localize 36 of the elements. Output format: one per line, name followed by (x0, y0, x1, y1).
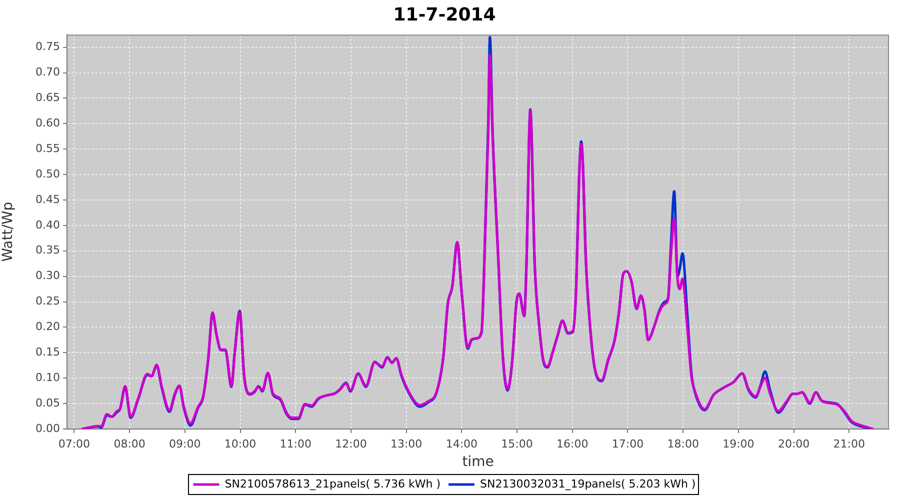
y-tick-label: 0.30 (36, 269, 60, 282)
y-axis-title: Watt/Wp (0, 202, 16, 262)
y-tick-label: 0.35 (36, 244, 60, 257)
x-tick-label: 17:00 (612, 437, 644, 450)
y-tick-label: 0.70 (36, 66, 60, 79)
y-tick-label: 0.60 (36, 116, 60, 130)
y-tick-label: 0.10 (36, 370, 60, 384)
legend-label: SN2100578613_21panels( 5.736 kWh ) (224, 477, 441, 490)
x-tick-label: 18:00 (667, 437, 699, 450)
x-tick-label: 11:00 (280, 437, 312, 450)
y-tick-label: 0.25 (36, 294, 60, 308)
x-tick-label: 15:00 (501, 437, 533, 450)
y-tick-label: 0.20 (36, 320, 60, 334)
chart-title: 11-7-2014 (393, 4, 496, 26)
y-tick-label: 0.05 (36, 396, 60, 410)
y-tick-label: 0.65 (36, 91, 60, 104)
x-tick-label: 13:00 (390, 437, 422, 450)
x-tick-label: 12:00 (335, 437, 367, 450)
x-tick-label: 10:00 (224, 437, 256, 450)
x-tick-label: 16:00 (556, 437, 588, 450)
y-tick-label: 0.50 (36, 167, 60, 180)
y-tick-label: 0.40 (36, 218, 60, 232)
x-tick-label: 07:00 (58, 437, 90, 450)
y-tick-label: 0.15 (36, 346, 60, 359)
x-tick-label: 08:00 (114, 437, 146, 450)
x-tick-label: 20:00 (778, 437, 810, 450)
y-tick-label: 0.75 (36, 40, 60, 54)
y-tick-label: 0.45 (36, 192, 60, 206)
x-axis-title: time (462, 454, 494, 470)
y-tick-label: 0.55 (36, 142, 60, 155)
legend-label: SN2130032031_19panels( 5.203 kWh ) (480, 477, 696, 490)
x-tick-label: 19:00 (722, 437, 754, 450)
x-tick-label: 09:00 (169, 437, 201, 450)
x-tick-label: 14:00 (446, 437, 478, 450)
x-tick-label: 21:00 (833, 437, 865, 450)
y-tick-label: 0.00 (36, 422, 60, 435)
